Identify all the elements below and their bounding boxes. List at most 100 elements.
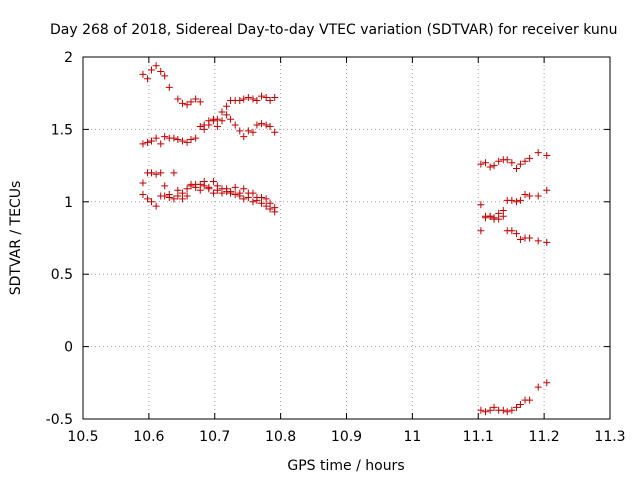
data-point	[262, 121, 270, 129]
data-point	[209, 189, 217, 197]
data-point	[258, 120, 266, 128]
x-tick-label: 11.2	[529, 429, 560, 445]
data-point	[192, 95, 200, 103]
data-point	[183, 192, 191, 200]
data-point	[183, 138, 191, 146]
data-point	[258, 92, 266, 100]
data-point	[148, 137, 156, 145]
data-point	[526, 192, 534, 200]
data-point	[161, 182, 169, 190]
data-point	[218, 117, 226, 125]
data-point	[240, 185, 248, 193]
series-mid-right-a	[477, 186, 551, 223]
data-point	[170, 195, 178, 203]
data-point	[266, 205, 274, 213]
data-point	[512, 164, 520, 172]
y-tick-label: -0.5	[46, 412, 73, 428]
data-point	[486, 163, 494, 171]
x-tick-label: 11.3	[594, 429, 625, 445]
data-point	[200, 125, 208, 133]
data-point	[477, 201, 485, 209]
x-tick-label: 10.6	[133, 429, 164, 445]
data-point	[503, 156, 511, 164]
x-tick-label: 11	[403, 429, 421, 445]
data-point	[218, 108, 226, 116]
data-point	[543, 379, 551, 387]
data-point	[499, 406, 507, 414]
data-point	[148, 198, 156, 206]
x-tick-label: 10.9	[331, 429, 362, 445]
data-point	[503, 408, 511, 416]
data-point	[481, 214, 489, 222]
data-point	[152, 202, 160, 210]
plot-frame	[82, 56, 611, 420]
data-point	[152, 62, 160, 70]
data-point	[187, 180, 195, 188]
data-point	[253, 96, 261, 104]
data-point	[227, 115, 235, 123]
data-point	[196, 123, 204, 131]
data-point	[534, 237, 542, 245]
data-point	[161, 192, 169, 200]
data-point	[262, 94, 270, 102]
data-point	[165, 191, 173, 199]
data-point	[139, 70, 147, 78]
data-point	[490, 403, 498, 411]
data-point	[196, 98, 204, 106]
data-point	[495, 157, 503, 165]
data-point	[490, 162, 498, 170]
data-point	[521, 191, 529, 199]
data-point	[481, 408, 489, 416]
data-point	[508, 159, 516, 167]
data-point	[209, 178, 217, 186]
data-point	[161, 133, 169, 141]
data-point	[543, 238, 551, 246]
data-point	[192, 134, 200, 142]
series-upper-right	[477, 149, 551, 172]
data-point	[144, 195, 152, 203]
y-tick-label: 0.5	[51, 267, 73, 283]
data-point	[499, 212, 507, 220]
data-point	[157, 169, 165, 177]
data-point	[271, 94, 279, 102]
data-point	[258, 199, 266, 207]
data-point	[187, 98, 195, 106]
y-tick-label: 1	[64, 195, 73, 211]
data-point	[165, 83, 173, 91]
data-point	[486, 406, 494, 414]
data-point	[249, 95, 257, 103]
data-point	[516, 235, 524, 243]
data-point	[161, 72, 169, 80]
data-point	[148, 169, 156, 177]
data-point	[262, 195, 270, 203]
data-point	[508, 196, 516, 204]
data-point	[240, 195, 248, 203]
data-point	[236, 96, 244, 104]
data-point	[218, 189, 226, 197]
data-point	[543, 186, 551, 194]
x-axis-label: GPS time / hours	[287, 458, 404, 474]
data-point	[213, 123, 221, 131]
data-point	[253, 121, 261, 129]
data-point	[249, 189, 257, 197]
data-point	[139, 179, 147, 187]
data-point	[512, 403, 520, 411]
series-lower-left-b	[139, 180, 279, 216]
data-point	[516, 196, 524, 204]
data-point	[512, 230, 520, 238]
series-upper-left	[139, 62, 279, 129]
series-mid-right-b	[477, 212, 551, 246]
data-point	[223, 111, 231, 119]
data-point	[227, 189, 235, 197]
data-point	[477, 227, 485, 235]
data-point	[213, 115, 221, 123]
data-point	[516, 401, 524, 409]
data-point	[231, 191, 239, 199]
data-point	[223, 102, 231, 110]
data-point	[152, 134, 160, 142]
data-point	[157, 67, 165, 75]
data-point	[174, 192, 182, 200]
data-point	[178, 99, 186, 107]
data-point	[196, 186, 204, 194]
